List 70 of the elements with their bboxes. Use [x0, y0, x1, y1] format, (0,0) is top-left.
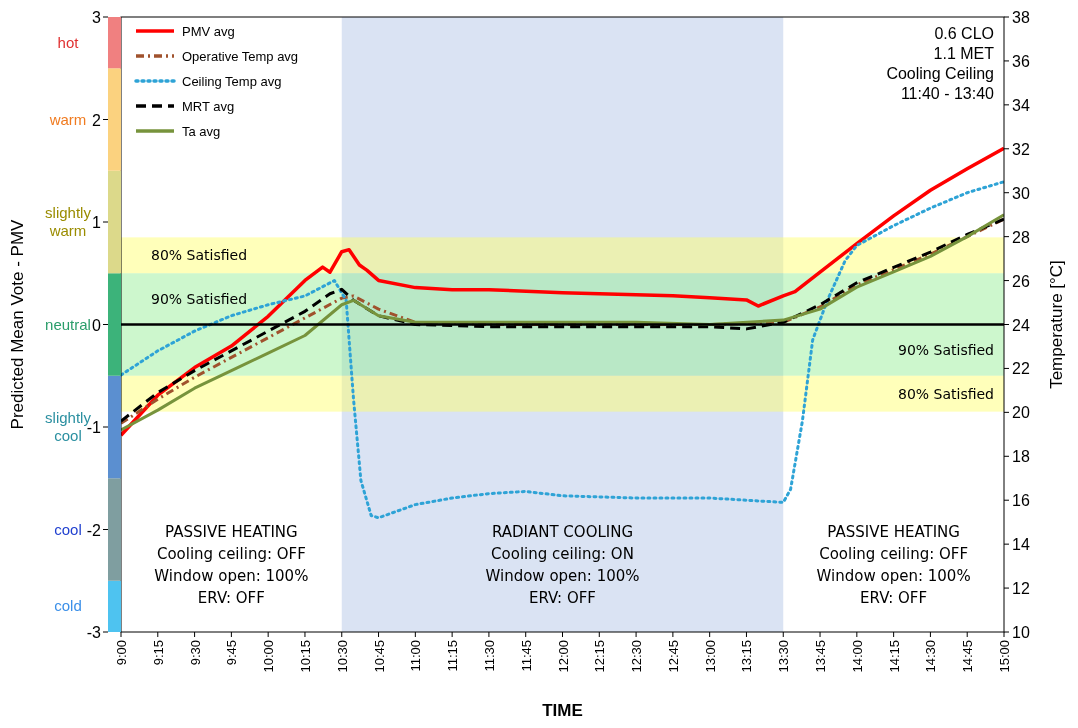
x-tick-label: 13:45	[813, 640, 829, 673]
y2-tick-label: 18	[1012, 448, 1030, 466]
y2-tick-label: 10	[1012, 624, 1030, 641]
x-tick-label: 12:45	[665, 640, 681, 673]
x-tick-label: 13:00	[702, 640, 718, 673]
x-tick-label: 14:30	[923, 640, 939, 673]
line-series	[121, 146, 1004, 437]
legend-label: PMV avg	[182, 24, 235, 39]
band-label: 90% Satisfied	[151, 290, 248, 307]
x-tick-label: 15:00	[997, 640, 1012, 673]
legend-label: MRT avg	[182, 99, 235, 114]
annotation: PASSIVE HEATING Cooling ceiling: OFF Window open: 100% ERV: OFF	[816, 523, 971, 607]
x-tick-label: 11:45	[518, 640, 534, 672]
annotation: 0.6 CLO 1.1 MET Cooling Ceiling 11:40 - 13:40	[886, 25, 995, 102]
x-tick-label: 11:30	[481, 640, 497, 672]
y2-tick-label: 38	[1012, 9, 1030, 26]
x-tick-label: 10:30	[334, 640, 350, 673]
y-axis-title: Predicted Mean Vote - PMV	[8, 218, 27, 430]
y2-tick-label: 32	[1012, 140, 1030, 158]
y-tick-label: 3	[92, 9, 102, 26]
x-tick-label: 12:00	[555, 640, 571, 673]
x-axis-title: TIME	[542, 701, 583, 720]
y2-tick-label: 20	[1012, 404, 1030, 422]
y-tick-label: 0	[92, 316, 102, 334]
y-tick-label: 2	[92, 111, 102, 129]
text: hot	[57, 33, 80, 51]
text: warm	[48, 110, 87, 128]
text: cold	[54, 597, 82, 615]
line-series	[121, 180, 1004, 520]
y2-tick-label: 22	[1012, 360, 1030, 378]
x-tick-label: 11:00	[408, 640, 424, 672]
text: slightly warm	[45, 204, 92, 239]
y2-tick-label: 14	[1012, 536, 1030, 554]
x-tick-label: 10:00	[261, 640, 277, 673]
y2-tick-label: 16	[1012, 492, 1030, 510]
y-tick-label: -3	[86, 624, 102, 641]
text: neutral	[45, 315, 91, 333]
y2-tick-label: 28	[1012, 228, 1030, 246]
y2-tick-label: 24	[1012, 316, 1030, 334]
x-tick-label: 14:15	[886, 640, 902, 673]
band-label: 80% Satisfied	[151, 247, 248, 264]
x-tick-label: 9:30	[187, 640, 203, 666]
y2-tick-label: 12	[1012, 580, 1030, 598]
x-tick-label: 12:15	[592, 640, 608, 673]
x-tick-label: 10:45	[371, 640, 387, 673]
y2-tick-label: 26	[1012, 272, 1030, 290]
x-tick-label: 9:00	[114, 640, 129, 666]
x-tick-label: 14:45	[960, 640, 976, 673]
y2-axis-title: Temperature [°C]	[1047, 260, 1066, 389]
x-tick-label: 10:15	[297, 640, 313, 673]
x-tick-label: 13:15	[739, 640, 755, 673]
y-tick-label: -2	[86, 521, 102, 539]
legend-label: Operative Temp avg	[182, 49, 299, 64]
band-label: 80% Satisfied	[897, 385, 994, 402]
x-tick-label: 9:15	[150, 640, 166, 666]
band-label: RADIANT COOLING Cooling ceiling: ON Window open: 100% ERV: OFF	[485, 523, 640, 607]
y2-tick-label: 34	[1012, 96, 1030, 114]
x-tick-label: 12:30	[629, 640, 645, 673]
x-tick-label: 11:15	[445, 640, 461, 672]
x-tick-label: 13:30	[776, 640, 792, 673]
annotation: PASSIVE HEATING Cooling ceiling: OFF Window open: 100% ERV: OFF	[154, 523, 309, 607]
legend-label: Ta avg	[182, 124, 221, 139]
x-tick-label: 9:45	[224, 640, 240, 666]
y2-tick-label: 30	[1012, 184, 1030, 202]
y-tick-label: 1	[92, 214, 102, 231]
legend-label: Ceiling Temp avg	[182, 74, 282, 89]
x-tick-label: 14:00	[849, 640, 865, 673]
text: cool	[54, 520, 82, 538]
y2-tick-label: 36	[1012, 52, 1030, 70]
band-label: 90% Satisfied	[897, 342, 994, 359]
